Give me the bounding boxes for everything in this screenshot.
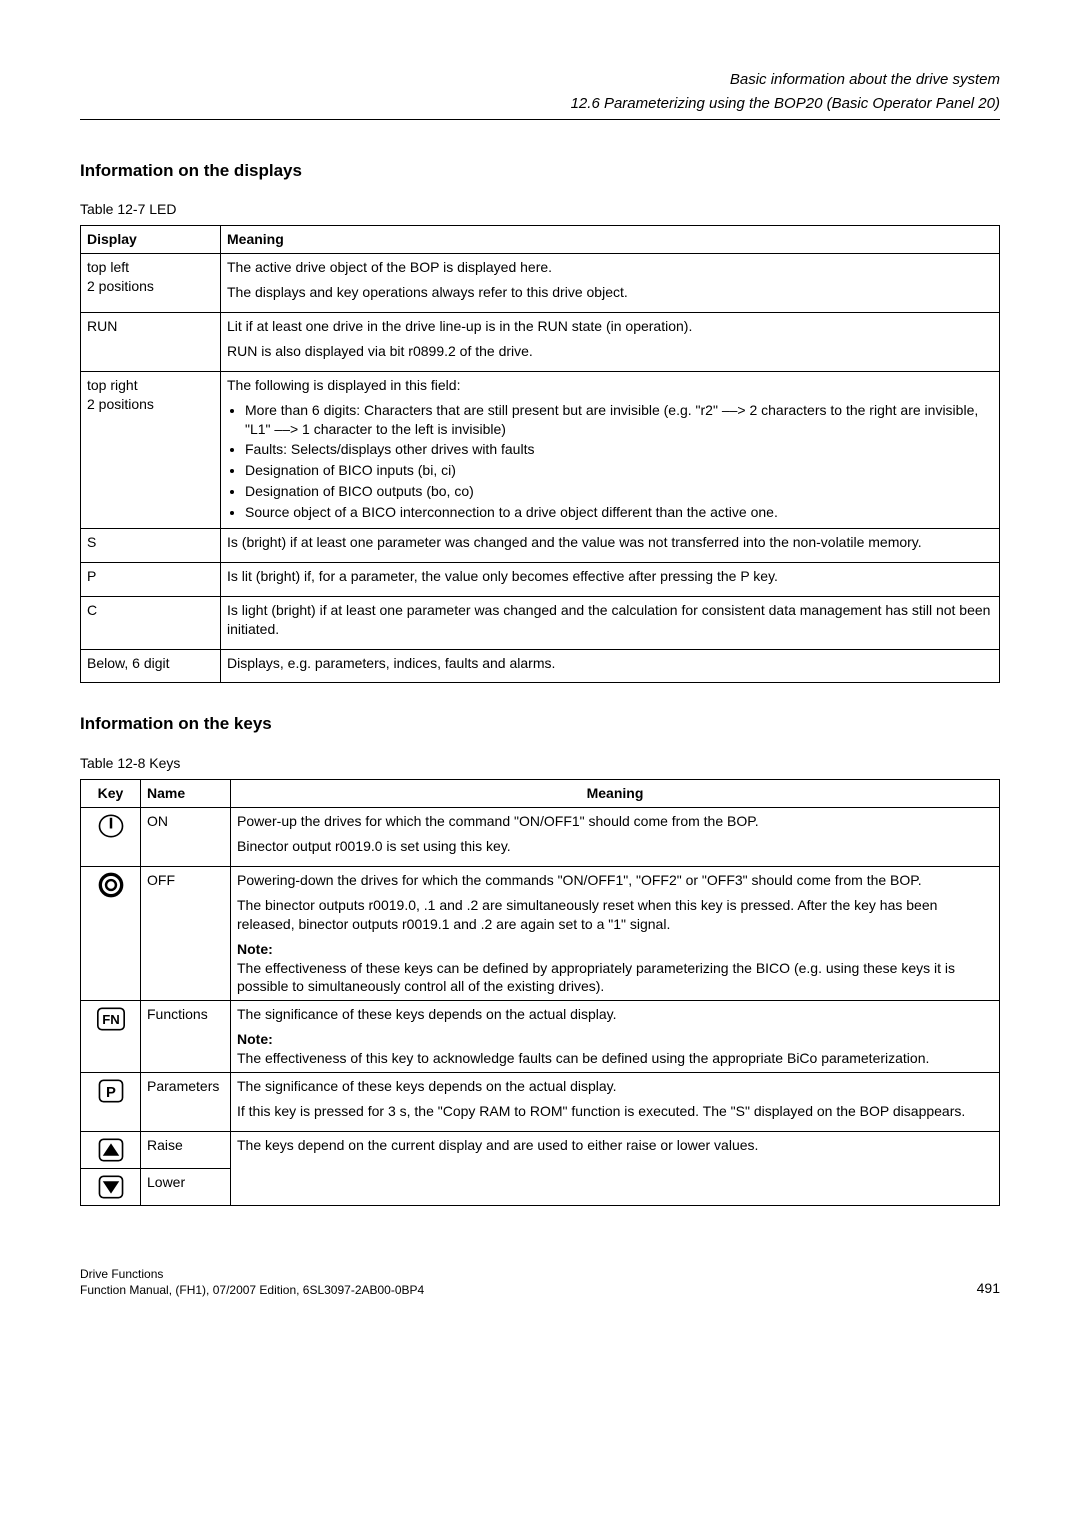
- meaning-cell: The following is displayed in this field…: [221, 371, 1000, 528]
- table-row: P ParametersThe significance of these key…: [81, 1072, 1000, 1131]
- key-meaning-cell: The significance of these keys depends o…: [231, 1001, 1000, 1073]
- page-header-title: Basic information about the drive system: [80, 70, 1000, 90]
- display-cell: top right2 positions: [81, 371, 221, 528]
- key-name-cell: Functions: [141, 1001, 231, 1073]
- display-cell: RUN: [81, 313, 221, 372]
- meaning-cell: Displays, e.g. parameters, indices, faul…: [221, 649, 1000, 683]
- key-meaning-cell: The keys depend on the current display a…: [231, 1131, 1000, 1205]
- key-name-cell: Parameters: [141, 1072, 231, 1131]
- table-row: OFFPowering-down the drives for which th…: [81, 866, 1000, 1000]
- meaning-cell: Is light (bright) if at least one parame…: [221, 596, 1000, 649]
- up-icon: [81, 1131, 141, 1168]
- display-cell: top left2 positions: [81, 254, 221, 313]
- meaning-cell: The active drive object of the BOP is di…: [221, 254, 1000, 313]
- key-meaning-cell: The significance of these keys depends o…: [231, 1072, 1000, 1131]
- on-icon: [81, 808, 141, 867]
- page-header-subtitle: 12.6 Parameterizing using the BOP20 (Bas…: [80, 94, 1000, 119]
- col-display: Display: [81, 226, 221, 254]
- display-cell: Below, 6 digit: [81, 649, 221, 683]
- page-footer: Drive Functions Function Manual, (FH1), …: [80, 1266, 1000, 1298]
- table-row: RaiseThe keys depend on the current disp…: [81, 1131, 1000, 1168]
- col-meaning: Meaning: [221, 226, 1000, 254]
- section-displays-title: Information on the displays: [80, 160, 1000, 183]
- p-icon: P: [81, 1072, 141, 1131]
- display-cell: S: [81, 529, 221, 563]
- col-key: Key: [81, 780, 141, 808]
- col-name: Name: [141, 780, 231, 808]
- meaning-cell: Lit if at least one drive in the drive l…: [221, 313, 1000, 372]
- svg-text:FN: FN: [102, 1012, 120, 1027]
- section-keys-title: Information on the keys: [80, 713, 1000, 736]
- table-keys: Key Name Meaning ONPower-up the drives f…: [80, 779, 1000, 1205]
- key-meaning-cell: Power-up the drives for which the comman…: [231, 808, 1000, 867]
- display-cell: C: [81, 596, 221, 649]
- meaning-cell: Is (bright) if at least one parameter wa…: [221, 529, 1000, 563]
- table-led-caption: Table 12-7 LED: [80, 200, 1000, 219]
- table-row: SIs (bright) if at least one parameter w…: [81, 529, 1000, 563]
- off-icon: [81, 866, 141, 1000]
- key-name-cell: Raise: [141, 1131, 231, 1168]
- down-icon: [81, 1168, 141, 1205]
- display-cell: P: [81, 562, 221, 596]
- table-row: FN FunctionsThe significance of these key…: [81, 1001, 1000, 1073]
- table-row: top right2 positionsThe following is dis…: [81, 371, 1000, 528]
- col-meaning2: Meaning: [231, 780, 1000, 808]
- table-row: PIs lit (bright) if, for a parameter, th…: [81, 562, 1000, 596]
- fn-icon: FN: [81, 1001, 141, 1073]
- table-row: Below, 6 digitDisplays, e.g. parameters,…: [81, 649, 1000, 683]
- table-led: Display Meaning top left2 positionsThe a…: [80, 225, 1000, 683]
- footer-line1: Drive Functions: [80, 1266, 424, 1282]
- svg-text:P: P: [106, 1085, 116, 1101]
- meaning-cell: Is lit (bright) if, for a parameter, the…: [221, 562, 1000, 596]
- key-name-cell: Lower: [141, 1168, 231, 1205]
- key-meaning-cell: Powering-down the drives for which the c…: [231, 866, 1000, 1000]
- footer-line2: Function Manual, (FH1), 07/2007 Edition,…: [80, 1282, 424, 1298]
- table-row: RUNLit if at least one drive in the driv…: [81, 313, 1000, 372]
- key-name-cell: ON: [141, 808, 231, 867]
- key-name-cell: OFF: [141, 866, 231, 1000]
- footer-page-number: 491: [977, 1279, 1000, 1298]
- table-row: ONPower-up the drives for which the comm…: [81, 808, 1000, 867]
- table-keys-caption: Table 12-8 Keys: [80, 754, 1000, 773]
- table-row: CIs light (bright) if at least one param…: [81, 596, 1000, 649]
- table-row: top left2 positionsThe active drive obje…: [81, 254, 1000, 313]
